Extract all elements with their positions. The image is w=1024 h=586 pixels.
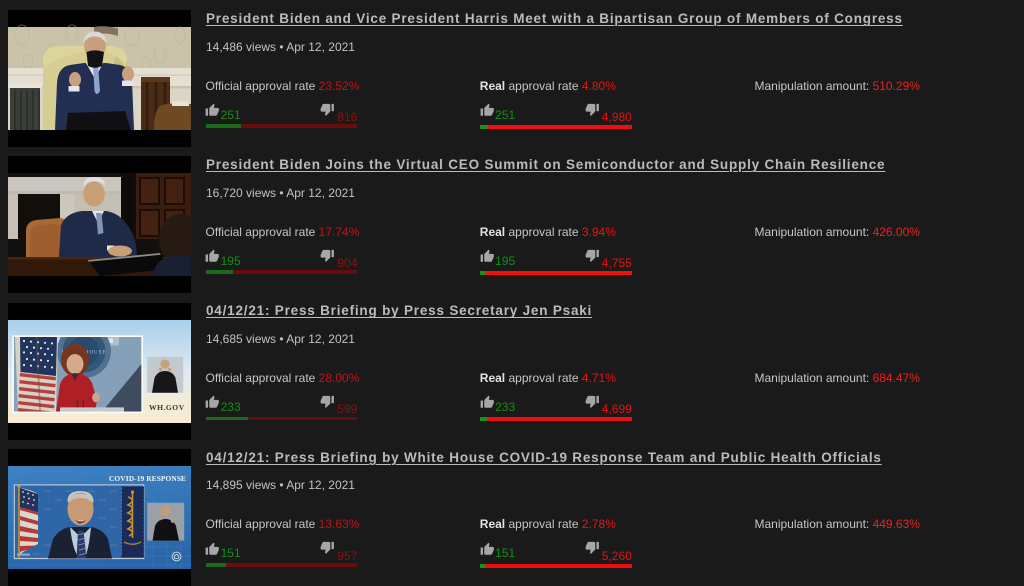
svg-text:COVID-19 RESPONSE: COVID-19 RESPONSE	[109, 474, 186, 483]
svg-text:WH.GOV: WH.GOV	[149, 403, 185, 412]
